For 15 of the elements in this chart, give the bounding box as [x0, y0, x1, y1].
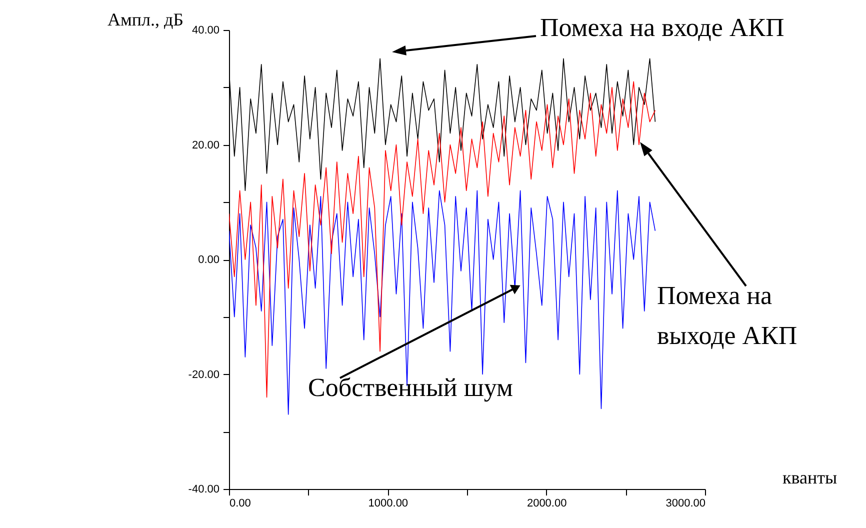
x-tick-label: 2000.00: [526, 498, 567, 510]
annotation: Помеха на входе АКП: [540, 12, 784, 44]
y-tick-label: 0.00: [198, 254, 220, 266]
x-tick-label: 0.00: [230, 498, 251, 510]
y-tick-label: 40.00: [192, 24, 220, 36]
x-tick-label: 1000.00: [368, 498, 408, 510]
y-tick-label: 20.00: [192, 139, 220, 152]
x-tick-label: 3000.00: [666, 498, 706, 510]
x-axis-title: кванты: [782, 468, 838, 488]
line-series: [229, 190, 656, 415]
annotation: Помеха на выходе АКП: [657, 280, 798, 352]
y-tick-label: -40.00: [188, 484, 220, 496]
annotation: Собственный шум: [308, 372, 513, 404]
y-axis-title: Ампл., дБ: [108, 10, 184, 30]
y-tick-label: -20.00: [188, 368, 220, 381]
